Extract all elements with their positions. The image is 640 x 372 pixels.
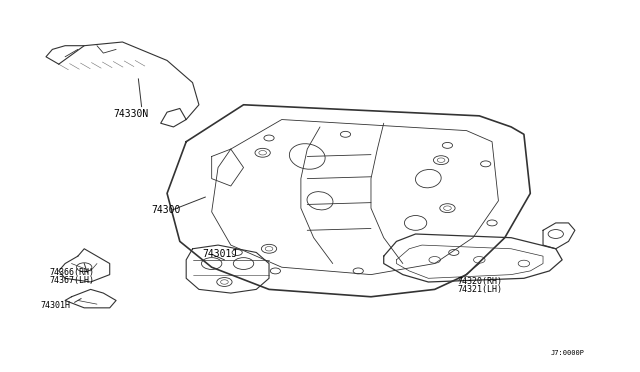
Text: J7:0000P: J7:0000P	[550, 350, 585, 356]
Text: 74300: 74300	[151, 205, 180, 215]
Text: 74330N: 74330N	[113, 109, 148, 119]
Text: 74321(LH): 74321(LH)	[457, 285, 502, 294]
Text: 74366(RH): 74366(RH)	[49, 268, 94, 277]
Text: 74301H: 74301H	[41, 301, 71, 311]
Text: 74367(LH): 74367(LH)	[49, 276, 94, 285]
Text: 74320(RH): 74320(RH)	[457, 277, 502, 286]
Text: 74301J: 74301J	[202, 249, 237, 259]
